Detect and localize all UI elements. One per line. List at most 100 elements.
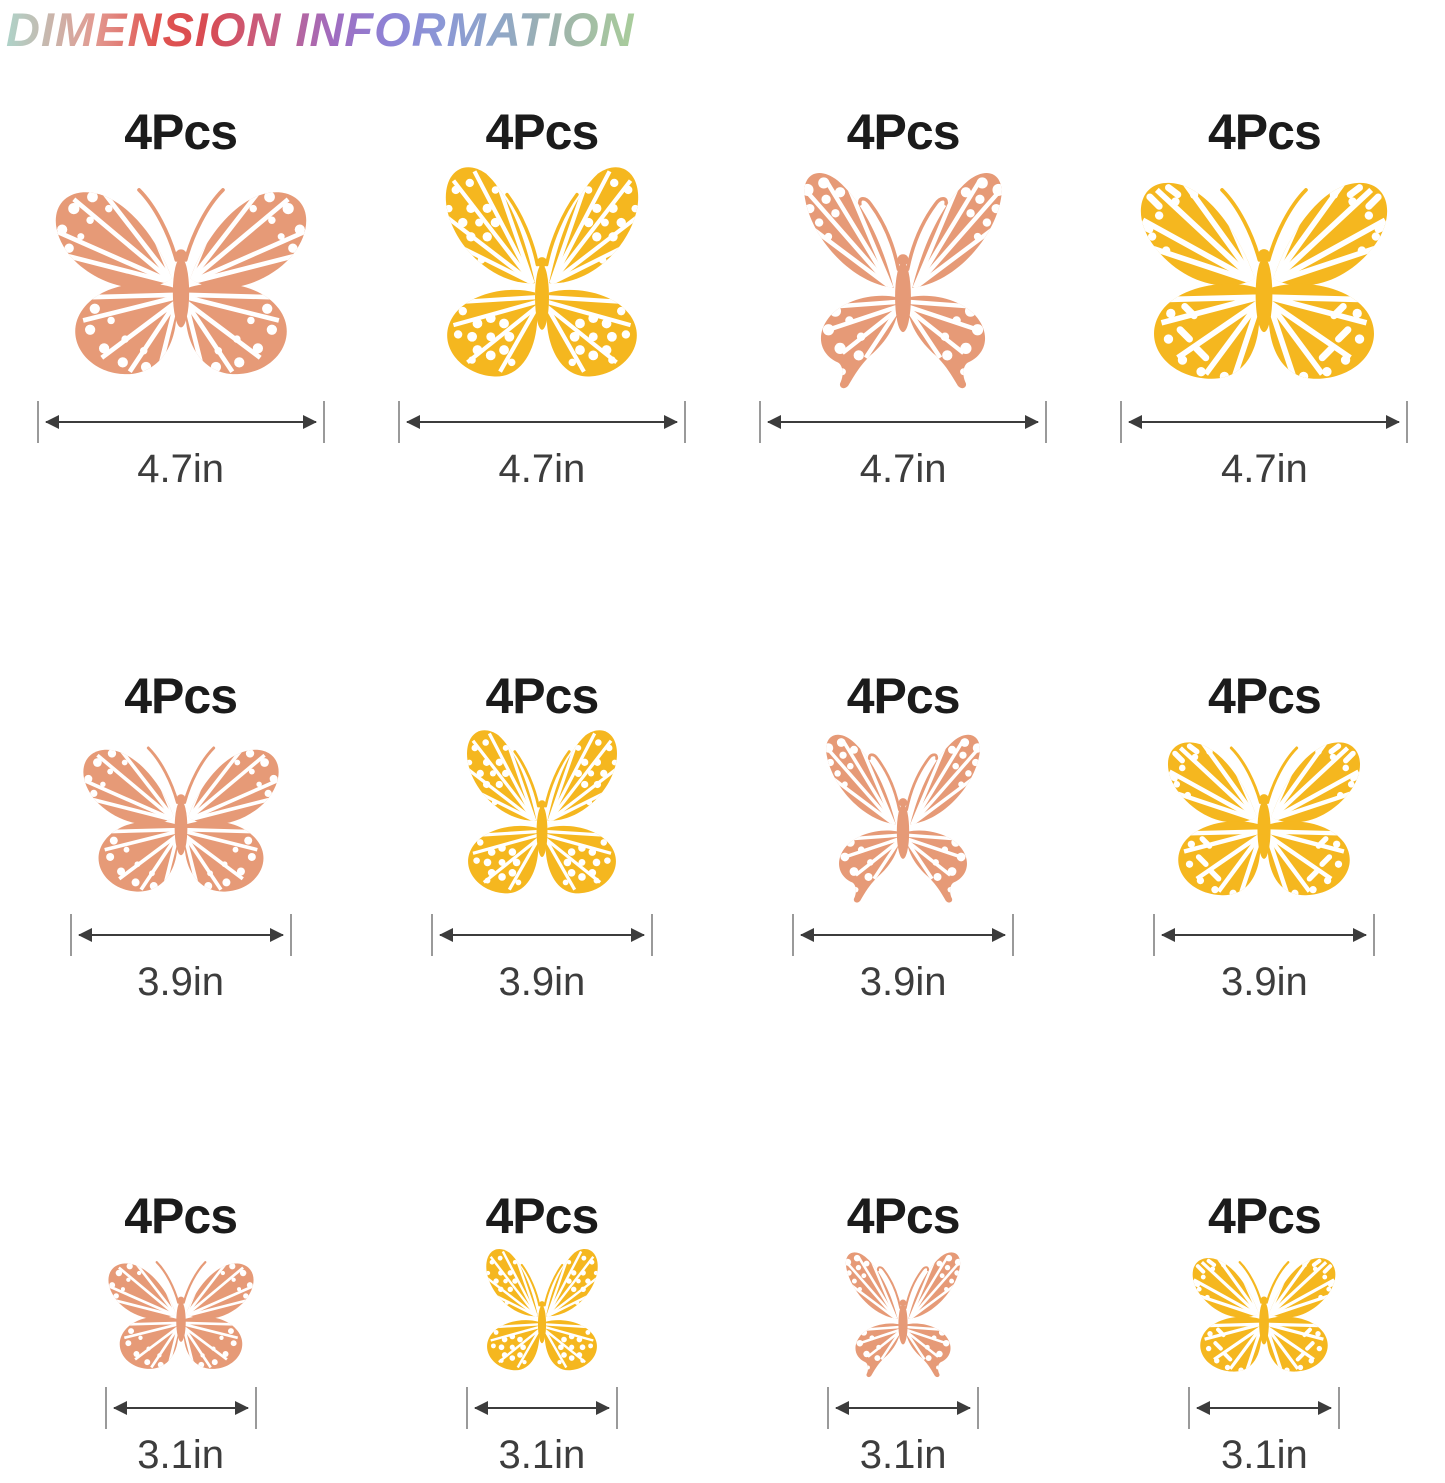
arrowhead-right-icon [957,1401,972,1415]
guide-line [289,914,292,956]
dimension-arrow [827,1387,980,1429]
guide-line [759,401,762,443]
piece-count-label: 4Pcs [485,104,599,160]
butterfly-classic-dots-icon [72,726,290,908]
guide-line [1373,914,1376,956]
dimension-arrow [104,1387,257,1429]
arrow-shaft [405,401,678,443]
butterfly-image [1124,162,1404,395]
butterfly-ornate-lace-icon [461,1246,623,1381]
guide-line [615,1387,618,1429]
guide-line [1045,401,1048,443]
butterfly-image [461,1246,623,1381]
dimension-arrow [397,401,686,443]
dimension-arrow [465,1387,618,1429]
guide-line [430,914,433,956]
arrowhead-right-icon [302,415,317,429]
arrowhead-left-icon [1161,928,1176,942]
size-label: 3.1in [498,1433,586,1477]
arrowhead-right-icon [269,928,284,942]
butterfly-image [794,726,1012,908]
arrow-shaft [112,1387,249,1429]
butterfly-spec-cell: 4Pcs 3.1in [822,1189,984,1477]
arrowhead-right-icon [1318,1401,1333,1415]
dimension-arrow [792,914,1015,956]
butterfly-monarch-icon [1124,162,1404,395]
size-label: 4.7in [498,447,586,491]
guide-line [69,914,72,956]
piece-count-label: 4Pcs [485,1188,599,1244]
guide-line [1012,914,1015,956]
arrowhead-right-icon [1386,415,1401,429]
guide-line [254,1387,257,1429]
dimension-arrow [69,914,292,956]
arrowhead-right-icon [1025,415,1040,429]
butterfly-spec-cell: 4Pcs 4.7in [1120,104,1409,491]
dimension-arrow [1153,914,1376,956]
arrow-shaft [1128,401,1401,443]
arrowhead-left-icon [1128,415,1143,429]
butterfly-spec-cell: 4Pcs 3.9in [792,668,1015,1004]
size-row-small: 4Pcs 3.1in 4Pcs 3.1in 4Pcs [0,1189,1445,1477]
size-label: 3.9in [1221,960,1308,1004]
guide-line [792,914,795,956]
butterfly-monarch-icon [1183,1246,1345,1381]
piece-count-label: 4Pcs [846,1188,961,1244]
size-label: 3.1in [1221,1433,1308,1477]
butterfly-image [41,162,321,395]
butterfly-spec-cell: 4Pcs 4.7in [759,105,1048,491]
piece-count-label: 4Pcs [124,668,238,724]
piece-count-label: 4Pcs [1207,104,1322,160]
size-row-large: 4Pcs 4.7in 4Pcs 4.7in 4Pcs [0,105,1445,491]
butterfly-spec-cell: 4Pcs 3.9in [69,668,292,1004]
guide-line [1188,1387,1191,1429]
size-label: 4.7in [137,447,224,491]
arrowhead-right-icon [234,1401,249,1415]
butterfly-image [72,726,290,908]
arrow-shaft [800,914,1007,956]
arrow-shaft [438,914,645,956]
butterfly-image [100,1246,262,1381]
guide-line [397,401,400,443]
piece-count-label: 4Pcs [846,668,961,724]
size-label: 4.7in [859,447,947,491]
arrowhead-left-icon [77,928,92,942]
arrow-shaft [77,914,284,956]
dimension-arrow [1120,401,1409,443]
piece-count-label: 4Pcs [485,668,599,724]
butterfly-ornate-lace-icon [433,726,651,908]
guide-line [465,1387,468,1429]
dimension-arrow [36,401,325,443]
arrowhead-left-icon [1196,1401,1211,1415]
size-label: 3.9in [137,960,224,1004]
size-label: 3.1in [859,1433,947,1477]
guide-line [683,401,686,443]
arrowhead-left-icon [112,1401,127,1415]
page-title: DIMENSION INFORMATION [6,3,635,56]
butterfly-spec-cell: 4Pcs 3.1in [1183,1189,1345,1477]
arrow-shaft [44,401,317,443]
butterfly-image [433,726,651,908]
arrowhead-left-icon [835,1401,850,1415]
piece-count-label: 4Pcs [124,104,238,160]
dimension-arrow [759,401,1048,443]
butterfly-image [1183,1246,1345,1381]
butterfly-classic-dots-icon [100,1246,262,1381]
butterfly-spec-cell: 4Pcs 3.1in [100,1189,262,1477]
butterfly-spec-cell: 4Pcs 4.7in [397,104,686,491]
size-label: 3.1in [137,1433,224,1477]
butterfly-ornate-lace-icon [402,162,682,395]
size-label: 4.7in [1221,447,1308,491]
butterfly-swallowtail-icon [763,162,1043,395]
butterfly-image [1155,726,1373,908]
butterfly-image [763,162,1043,395]
arrowhead-left-icon [473,1401,488,1415]
butterfly-swallowtail-icon [794,726,1012,908]
arrow-shaft [767,401,1040,443]
guide-line [1406,401,1409,443]
piece-count-label: 4Pcs [124,1188,238,1244]
arrow-shaft [835,1387,972,1429]
arrowhead-right-icon [992,928,1007,942]
arrow-shaft [1196,1387,1333,1429]
